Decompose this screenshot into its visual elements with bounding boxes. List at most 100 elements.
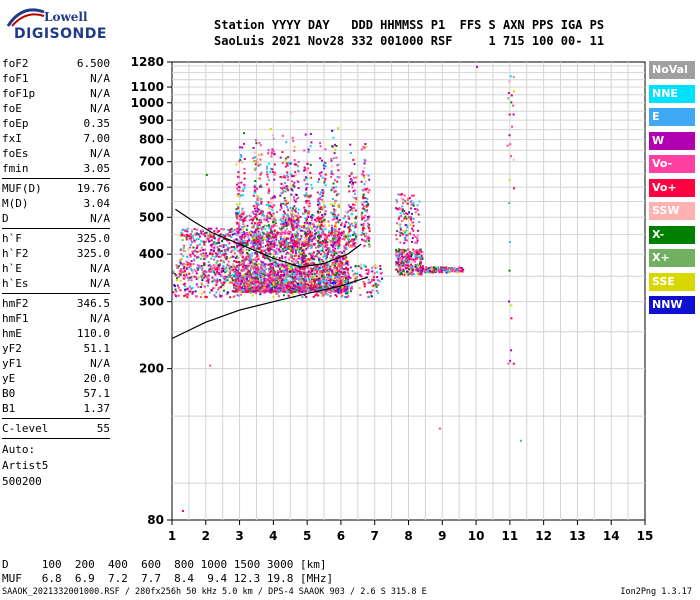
echo-point bbox=[368, 227, 371, 230]
echo-point bbox=[260, 221, 263, 224]
x-tick-label: 7 bbox=[371, 529, 379, 543]
echo-point bbox=[375, 289, 378, 292]
echo-point bbox=[238, 203, 241, 206]
echo-point bbox=[243, 281, 246, 284]
echo-point bbox=[305, 259, 308, 262]
echo-point bbox=[188, 285, 191, 288]
echo-point bbox=[313, 218, 316, 221]
echo-point bbox=[192, 263, 195, 266]
echo-point bbox=[183, 267, 185, 270]
echo-point bbox=[269, 259, 272, 262]
echo-point bbox=[312, 288, 315, 291]
echo-point bbox=[258, 224, 261, 227]
echo-point bbox=[232, 255, 234, 258]
echo-point bbox=[344, 263, 347, 266]
echo-point bbox=[255, 292, 258, 295]
echo-point bbox=[222, 260, 225, 262]
echo-point bbox=[216, 253, 219, 256]
echo-point bbox=[367, 269, 370, 272]
echo-point bbox=[335, 217, 338, 220]
echo-point bbox=[364, 180, 367, 183]
echo-point bbox=[341, 272, 344, 275]
echo-point bbox=[223, 228, 225, 231]
echo-point bbox=[229, 275, 232, 278]
echo-point bbox=[321, 249, 324, 252]
echo-point bbox=[270, 280, 273, 283]
echo-point bbox=[273, 274, 276, 277]
echo-point bbox=[260, 260, 263, 263]
echo-point bbox=[344, 274, 347, 277]
echo-point bbox=[344, 215, 347, 218]
echo-point bbox=[232, 279, 235, 282]
echo-point bbox=[239, 252, 242, 254]
echo-point bbox=[290, 274, 293, 277]
echo-point bbox=[364, 210, 367, 212]
echo-point bbox=[322, 288, 325, 291]
echo-point bbox=[321, 247, 324, 250]
echo-point bbox=[364, 214, 367, 217]
echo-point bbox=[362, 232, 365, 235]
echo-point bbox=[362, 170, 365, 173]
echo-point bbox=[235, 233, 238, 236]
echo-point bbox=[200, 286, 202, 288]
echo-point bbox=[184, 230, 187, 232]
echo-point bbox=[243, 172, 246, 175]
echo-point bbox=[239, 218, 242, 220]
echo-point bbox=[301, 241, 304, 244]
echo-point bbox=[200, 292, 203, 295]
echo-point bbox=[214, 244, 217, 247]
echo-point bbox=[247, 264, 250, 267]
echo-point bbox=[205, 234, 208, 237]
echo-point bbox=[327, 270, 330, 272]
echo-point bbox=[202, 273, 205, 276]
echo-point bbox=[287, 230, 290, 233]
echo-point bbox=[280, 273, 282, 276]
echo-point bbox=[324, 265, 327, 268]
echo-point bbox=[346, 262, 348, 265]
echo-point bbox=[265, 263, 267, 266]
echo-point bbox=[241, 256, 244, 259]
echo-point bbox=[290, 240, 293, 243]
echo-point bbox=[323, 286, 326, 288]
echo-point bbox=[310, 219, 313, 222]
echo-point bbox=[225, 276, 228, 278]
x-tick-label: 9 bbox=[438, 529, 446, 543]
echo-point bbox=[334, 217, 337, 220]
echo-point bbox=[294, 200, 297, 203]
param-name: hmE bbox=[2, 327, 22, 340]
echo-point bbox=[304, 168, 307, 171]
echo-point bbox=[190, 260, 193, 263]
echo-point bbox=[276, 252, 279, 255]
echo-point bbox=[256, 161, 259, 164]
echo-point bbox=[254, 238, 257, 241]
echo-point bbox=[333, 252, 336, 255]
echo-point bbox=[299, 229, 302, 232]
echo-point bbox=[183, 266, 186, 268]
echo-point bbox=[332, 232, 335, 235]
echo-point bbox=[308, 212, 310, 215]
echo-point bbox=[296, 262, 299, 264]
echo-point bbox=[322, 240, 324, 242]
echo-point bbox=[365, 232, 368, 235]
echo-point bbox=[376, 279, 379, 282]
echo-point bbox=[328, 231, 331, 234]
echo-point bbox=[204, 254, 207, 257]
echo-point bbox=[352, 234, 354, 237]
echo-point bbox=[347, 264, 350, 267]
echo-point bbox=[240, 155, 243, 158]
echo-point bbox=[256, 188, 259, 191]
echo-point bbox=[348, 190, 351, 193]
echo-point bbox=[334, 281, 337, 284]
echo-traces bbox=[172, 65, 522, 512]
echo-point bbox=[272, 269, 275, 272]
echo-point bbox=[240, 181, 243, 184]
echo-point bbox=[280, 243, 283, 246]
echo-point bbox=[275, 238, 278, 241]
echo-point bbox=[255, 257, 257, 260]
echo-point bbox=[240, 238, 243, 241]
echo-point bbox=[368, 223, 371, 226]
echo-point bbox=[297, 208, 300, 211]
echo-point bbox=[301, 229, 304, 232]
param-name: foF1 bbox=[2, 72, 29, 85]
echo-point bbox=[308, 273, 311, 276]
